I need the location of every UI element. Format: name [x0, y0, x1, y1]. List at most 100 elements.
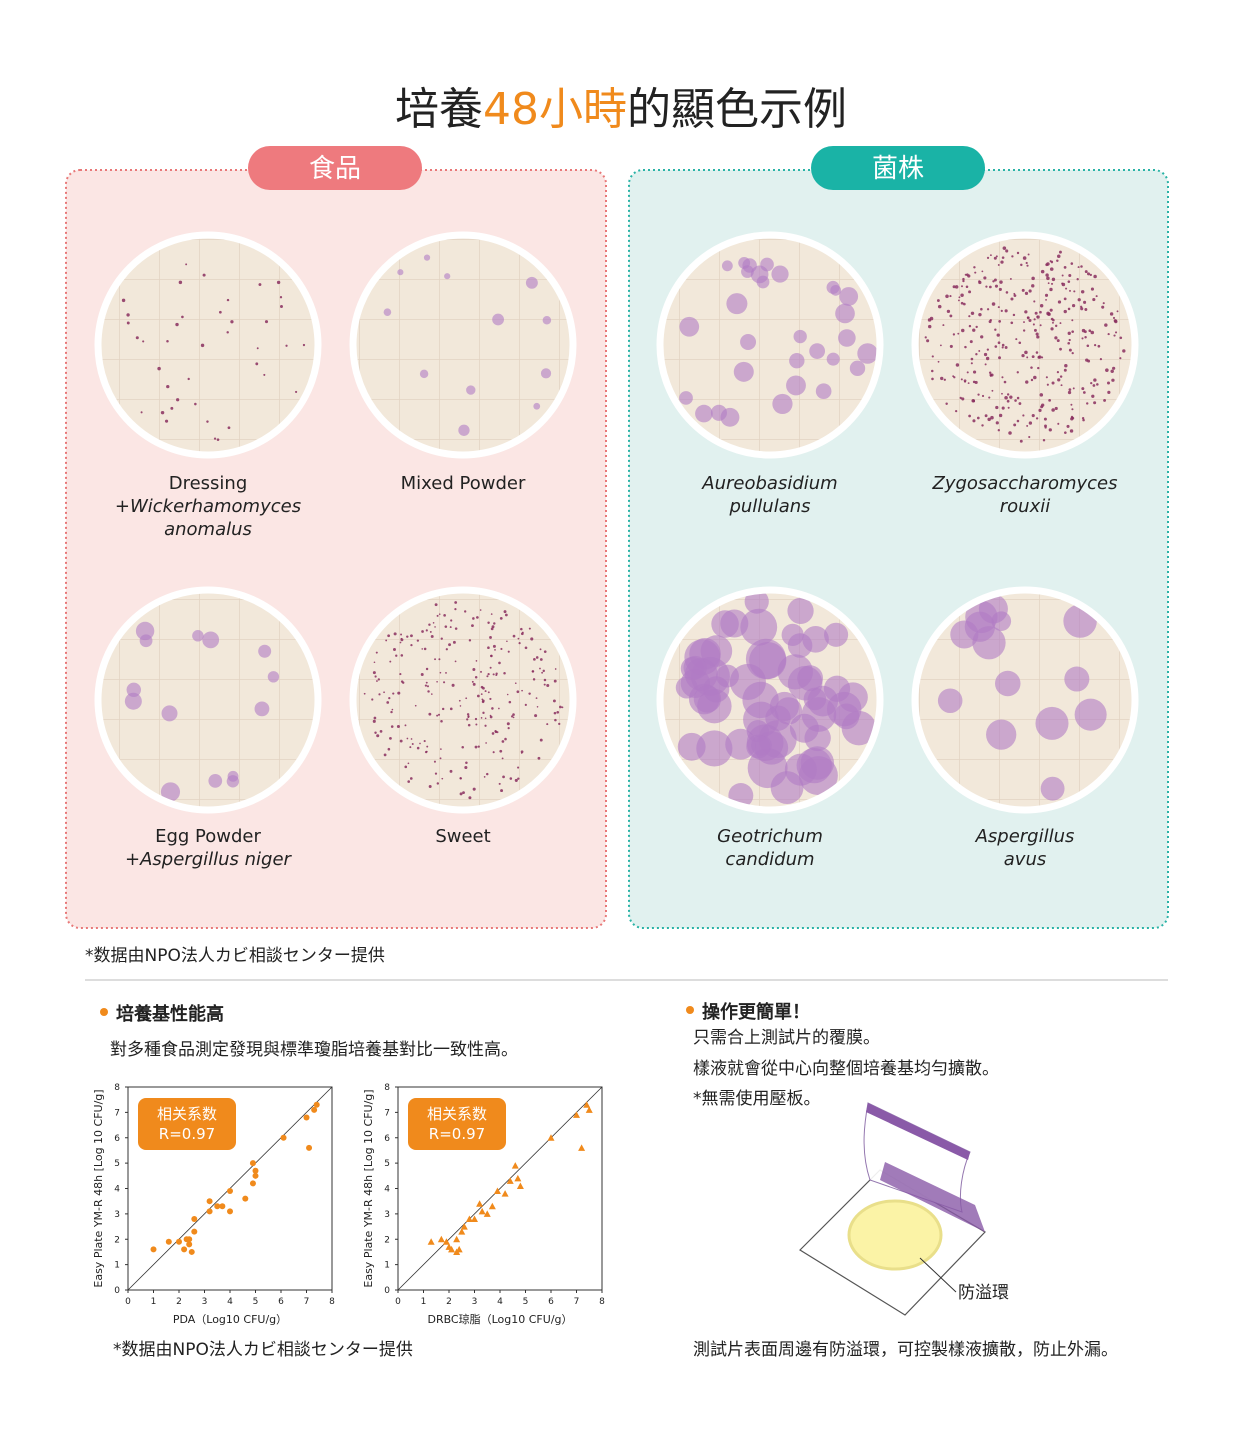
colony	[533, 402, 541, 410]
colony	[539, 738, 543, 742]
colony	[440, 637, 443, 640]
colony	[958, 299, 960, 302]
colony	[1084, 270, 1088, 274]
colony	[1080, 290, 1085, 294]
colony	[467, 716, 470, 719]
colony	[1001, 346, 1004, 349]
colony	[960, 293, 964, 298]
colony	[461, 745, 464, 749]
colony	[1049, 308, 1053, 312]
colony	[472, 682, 476, 686]
colony	[474, 717, 478, 721]
colony	[1004, 395, 1008, 400]
colony	[428, 785, 432, 788]
colony	[484, 724, 487, 727]
colony	[924, 336, 927, 339]
colony	[419, 742, 421, 745]
y-tick-label: 0	[114, 1286, 120, 1296]
colony	[449, 707, 453, 711]
colony	[1011, 255, 1014, 258]
colony	[1090, 330, 1095, 335]
colony	[693, 685, 722, 713]
colony	[1046, 276, 1050, 281]
colony	[1022, 329, 1026, 332]
colony	[452, 640, 456, 644]
colony	[995, 670, 1021, 697]
point	[516, 1182, 524, 1189]
colony	[410, 634, 413, 638]
x-axis-label: DRBC琼脂（Log10 CFU/g）	[427, 1312, 572, 1326]
colony	[399, 641, 402, 644]
colony	[1064, 364, 1068, 368]
colony	[459, 705, 462, 707]
colony	[372, 671, 376, 675]
colony	[552, 699, 556, 703]
colony	[996, 333, 1000, 337]
point	[465, 1215, 473, 1222]
panel-label: 菌株	[872, 154, 924, 184]
colony	[164, 419, 169, 423]
colony	[512, 634, 516, 638]
colony	[1067, 280, 1071, 283]
colony	[208, 774, 223, 788]
colony	[1089, 273, 1092, 277]
colony	[536, 706, 539, 708]
colony	[1038, 355, 1042, 359]
colony	[160, 410, 165, 415]
dish-rim	[94, 231, 322, 459]
colony	[1071, 351, 1074, 355]
colony	[987, 417, 991, 422]
point	[585, 1106, 593, 1113]
colony	[1093, 378, 1097, 382]
dish-rim	[94, 586, 322, 814]
section-text: 對多種食品測定發現與標準瓊脂培養基對比一致性高。	[110, 1040, 518, 1060]
colony	[983, 276, 987, 280]
colony	[501, 757, 504, 760]
colony	[985, 356, 990, 361]
colony	[437, 713, 441, 716]
colony	[1031, 284, 1035, 288]
colony	[1086, 402, 1089, 405]
colony	[1056, 259, 1059, 262]
colony	[968, 324, 972, 328]
colony	[374, 731, 377, 734]
colony	[958, 296, 961, 299]
colony	[931, 369, 934, 373]
colony	[535, 656, 539, 659]
point	[252, 1167, 259, 1174]
dish-rim	[349, 231, 577, 459]
colony	[1006, 393, 1010, 396]
colony	[1104, 323, 1108, 327]
colony	[178, 280, 183, 285]
point	[455, 1245, 463, 1253]
colony	[1113, 334, 1116, 337]
colony	[1024, 291, 1029, 295]
colony	[454, 627, 458, 630]
colony	[1049, 260, 1052, 263]
colony	[696, 730, 733, 767]
colony	[710, 404, 727, 421]
colony	[809, 343, 826, 359]
colony	[988, 396, 991, 399]
colony	[1111, 378, 1115, 382]
colony	[263, 373, 266, 376]
colony	[952, 285, 956, 289]
colony	[1040, 776, 1065, 801]
colony	[1052, 318, 1055, 322]
petri-dish	[94, 586, 322, 814]
colony	[978, 280, 981, 283]
colony	[487, 621, 490, 625]
point	[493, 1187, 501, 1195]
colony	[376, 680, 378, 682]
colony	[451, 683, 455, 687]
colony	[1014, 399, 1017, 402]
annotation: 相关系数	[427, 1105, 487, 1123]
dish-rim	[349, 586, 577, 814]
colony	[533, 657, 536, 661]
colony	[487, 691, 490, 694]
colony	[504, 737, 507, 741]
point	[583, 1101, 591, 1108]
colony	[726, 293, 748, 315]
colony	[949, 295, 952, 298]
colony	[280, 304, 283, 308]
